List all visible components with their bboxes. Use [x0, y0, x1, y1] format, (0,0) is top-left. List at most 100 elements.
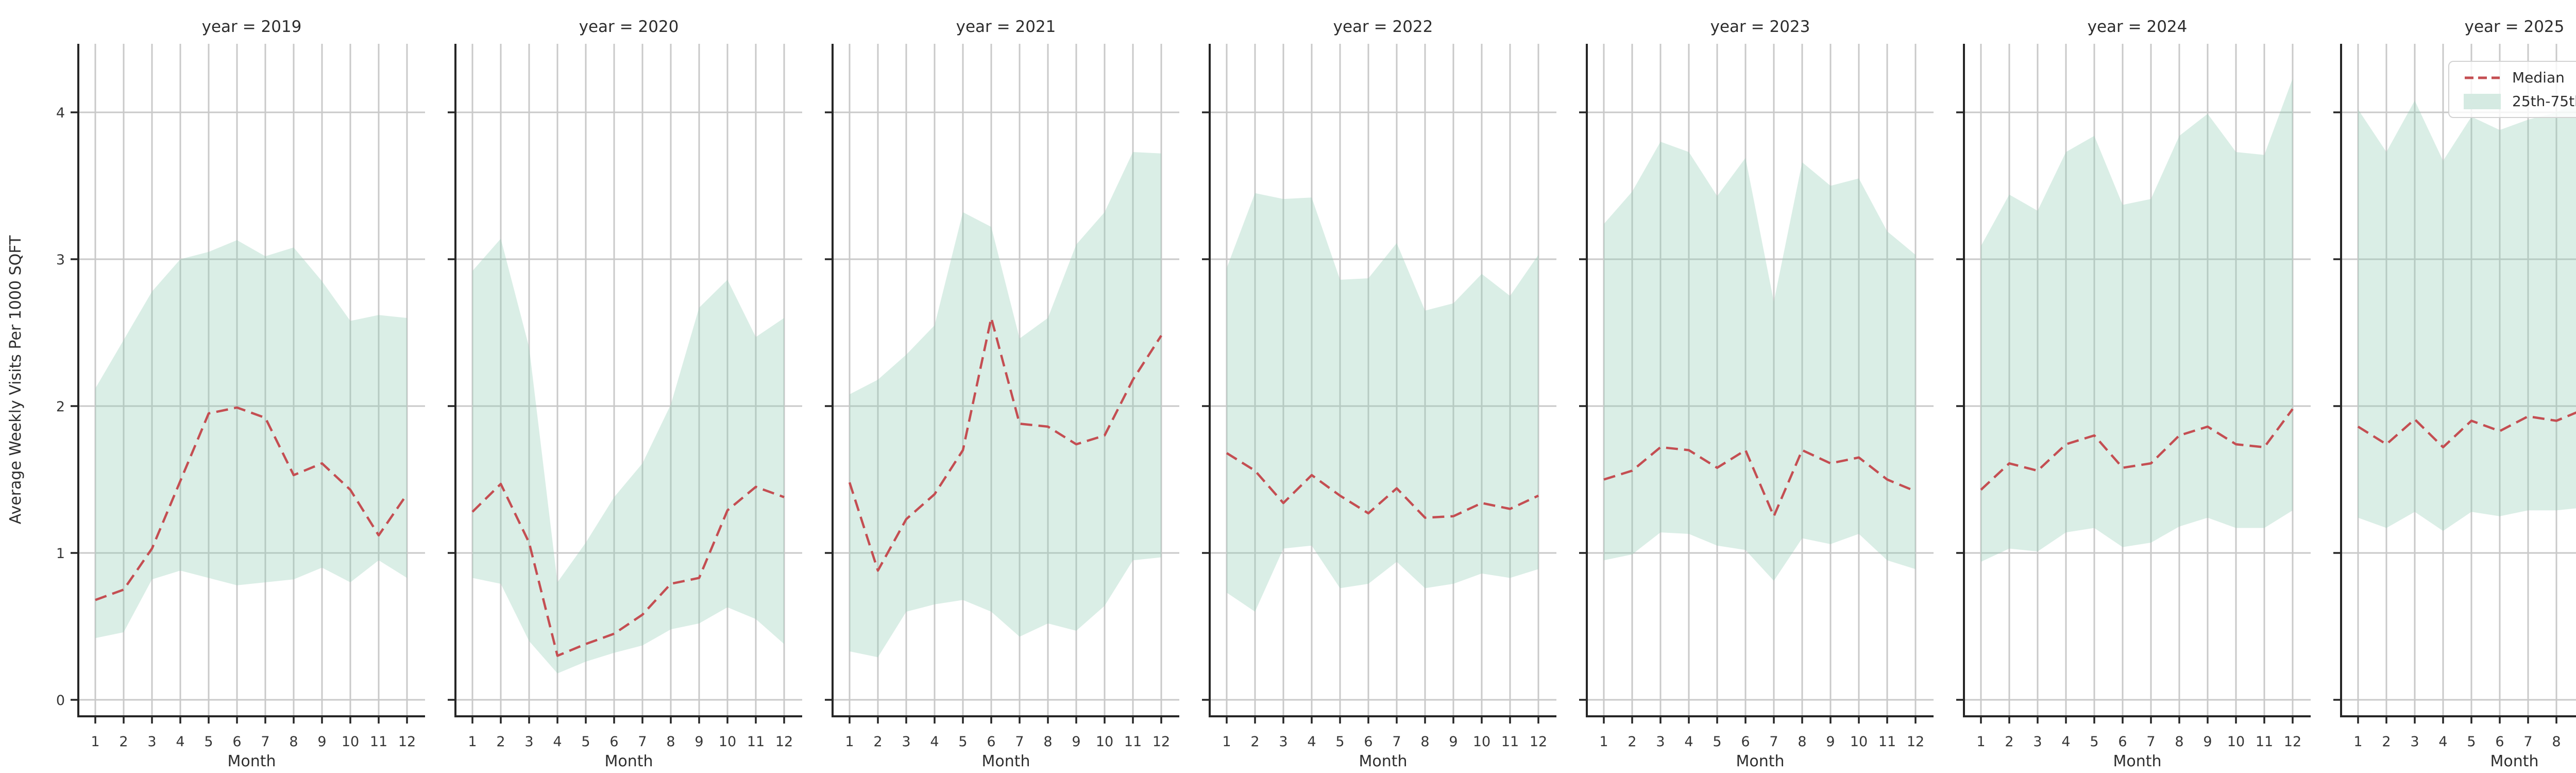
- facet-title: year = 2022: [1333, 18, 1433, 36]
- x-tick-label: 5: [581, 734, 590, 750]
- x-tick-label: 4: [930, 734, 939, 750]
- x-tick-label: 1: [91, 734, 99, 750]
- x-tick-label: 11: [747, 734, 765, 750]
- median-line: [1603, 446, 1916, 517]
- y-tick-label: 2: [56, 399, 65, 415]
- x-axis-label: Month: [1736, 752, 1784, 770]
- x-tick-label: 11: [1501, 734, 1519, 750]
- x-tick-label: 8: [666, 734, 675, 750]
- percentile-band: [2358, 100, 2576, 531]
- x-tick-label: 9: [1826, 734, 1835, 750]
- legend-label-percentile: 25th-75th Percentile: [2512, 92, 2576, 110]
- x-tick-label: 12: [775, 734, 793, 750]
- x-tick-label: 11: [370, 734, 387, 750]
- percentile-band: [472, 239, 784, 674]
- x-tick-label: 8: [2552, 734, 2561, 750]
- x-tick-label: 8: [289, 734, 298, 750]
- percentile-band: [1604, 142, 1916, 581]
- percentile-band-sample: [2464, 93, 2501, 109]
- x-tick-label: 3: [902, 734, 910, 750]
- median-line: [1980, 408, 2294, 491]
- median-line: [95, 406, 408, 601]
- x-tick-label: 7: [2523, 734, 2532, 750]
- x-tick-label: 6: [1364, 734, 1372, 750]
- legend-item-percentile: 25th-75th Percentile: [2464, 92, 2576, 111]
- legend-label-median: Median: [2512, 69, 2565, 86]
- x-axis-label: Month: [2490, 752, 2538, 770]
- x-tick-label: 9: [317, 734, 326, 750]
- x-tick-label: 1: [2353, 734, 2362, 750]
- x-tick-label: 12: [2284, 734, 2301, 750]
- facet-title: year = 2023: [1710, 18, 1810, 36]
- x-tick-label: 9: [694, 734, 703, 750]
- x-tick-label: 5: [204, 734, 213, 750]
- x-tick-label: 11: [1124, 734, 1142, 750]
- facet-title: year = 2019: [202, 18, 302, 36]
- legend: Median 25th-75th Percentile: [2448, 61, 2576, 118]
- x-tick-label: 6: [609, 734, 618, 750]
- x-tick-label: 6: [987, 734, 995, 750]
- x-tick-label: 2: [1250, 734, 1259, 750]
- x-tick-label: 1: [1976, 734, 1985, 750]
- x-tick-label: 1: [468, 734, 477, 750]
- x-tick-label: 2: [496, 734, 505, 750]
- x-axis-label: Month: [981, 752, 1030, 770]
- x-axis-label: Month: [604, 752, 653, 770]
- x-tick-label: 11: [1878, 734, 1896, 750]
- x-tick-label: 5: [2467, 734, 2476, 750]
- x-tick-label: 5: [1713, 734, 1721, 750]
- x-tick-label: 10: [1850, 734, 1868, 750]
- x-tick-label: 2: [119, 734, 128, 750]
- x-tick-label: 11: [2256, 734, 2273, 750]
- x-tick-label: 12: [398, 734, 416, 750]
- x-tick-label: 10: [1473, 734, 1490, 750]
- median-line: [848, 316, 1162, 572]
- x-tick-label: 9: [2203, 734, 2212, 750]
- x-tick-label: 4: [1307, 734, 1316, 750]
- x-tick-label: 5: [958, 734, 967, 750]
- x-tick-label: 9: [1449, 734, 1458, 750]
- x-tick-label: 7: [1015, 734, 1024, 750]
- y-tick-label: 4: [56, 105, 65, 121]
- x-tick-label: 10: [1096, 734, 1113, 750]
- x-tick-label: 4: [1684, 734, 1693, 750]
- x-tick-label: 12: [1153, 734, 1170, 750]
- x-tick-label: 4: [553, 734, 562, 750]
- x-tick-label: 2: [873, 734, 882, 750]
- x-tick-label: 8: [1043, 734, 1052, 750]
- x-tick-label: 12: [1907, 734, 1924, 750]
- x-tick-label: 1: [845, 734, 854, 750]
- y-tick-label: 1: [56, 546, 65, 562]
- facet-title: year = 2020: [579, 18, 679, 36]
- median-line: [2357, 411, 2576, 449]
- median-line: [471, 482, 785, 657]
- y-tick-label: 3: [56, 252, 65, 268]
- percentile-band: [1981, 78, 2293, 562]
- percentile-band: [850, 152, 1161, 658]
- x-tick-label: 1: [1599, 734, 1608, 750]
- x-tick-label: 5: [1335, 734, 1344, 750]
- x-tick-label: 5: [2090, 734, 2098, 750]
- x-tick-label: 12: [1530, 734, 1547, 750]
- x-tick-label: 7: [261, 734, 269, 750]
- x-tick-label: 2: [2382, 734, 2391, 750]
- median-dashed-line-sample: [2465, 76, 2500, 79]
- x-tick-label: 2: [2005, 734, 2013, 750]
- x-tick-label: 6: [1741, 734, 1750, 750]
- y-axis-label: Average Weekly Visits Per 1000 SQFT: [7, 235, 25, 524]
- x-axis-label: Month: [227, 752, 276, 770]
- x-tick-label: 8: [2175, 734, 2183, 750]
- x-tick-label: 10: [342, 734, 359, 750]
- y-tick-label: 0: [56, 693, 65, 709]
- x-tick-label: 7: [1769, 734, 1778, 750]
- facet-title: year = 2024: [2088, 18, 2188, 36]
- x-tick-label: 2: [1628, 734, 1636, 750]
- facet-title: year = 2021: [956, 18, 1056, 36]
- x-axis-label: Month: [1359, 752, 1407, 770]
- x-tick-label: 4: [2438, 734, 2447, 750]
